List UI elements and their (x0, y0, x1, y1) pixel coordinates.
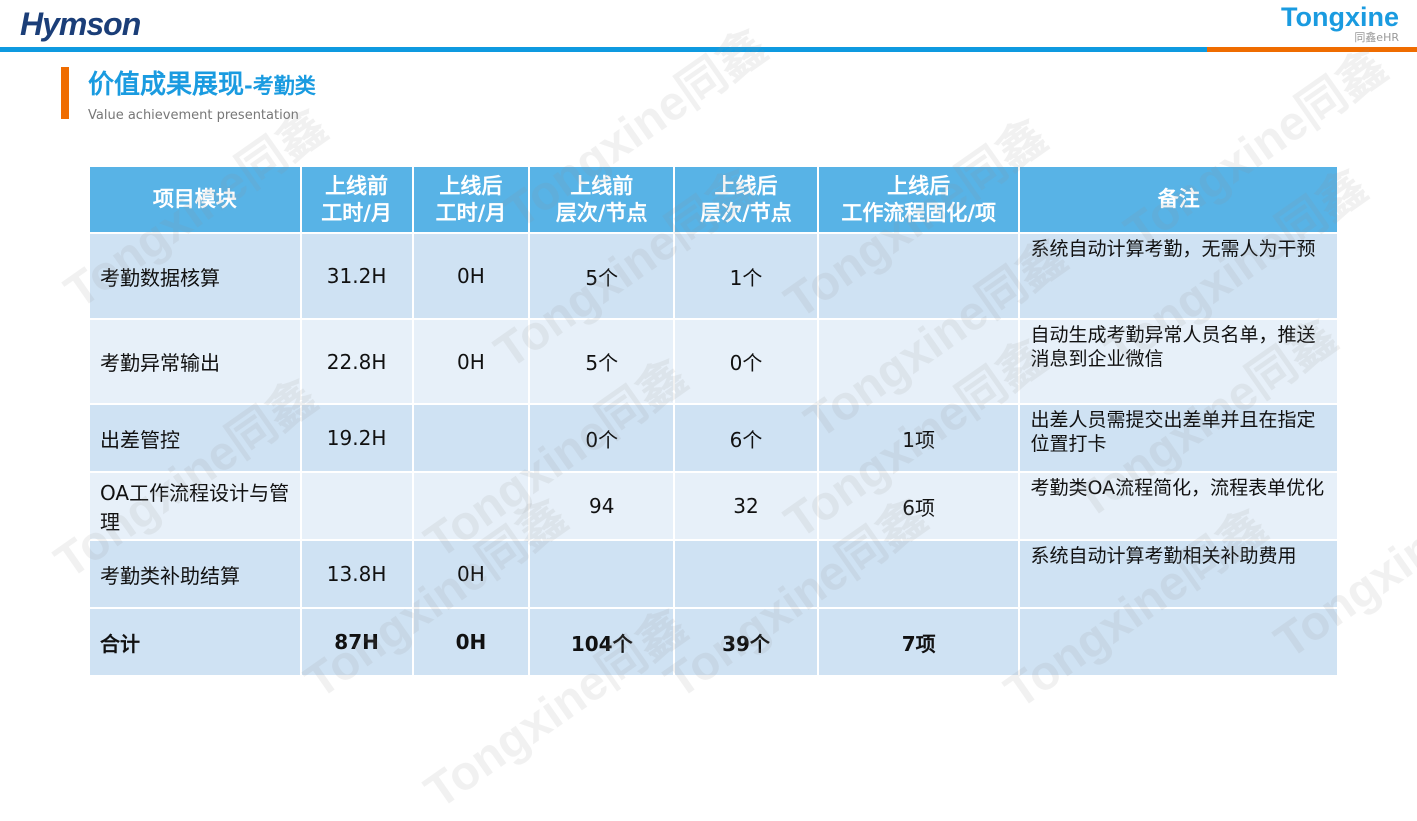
table-cell (528, 539, 676, 609)
table-cell: 考勤类补助结算 (88, 539, 302, 609)
table-cell (673, 539, 819, 609)
title-main: 价值成果展现 (88, 70, 245, 100)
table-cell: 0个 (528, 403, 676, 473)
table-cell: 32 (673, 471, 819, 541)
table-cell: 6个 (673, 403, 819, 473)
table-row: 考勤异常输出 22.8H 0H 5个 0个 自动生成考勤异常人员名单，推送消息到企业微信 (88, 318, 1339, 405)
table-cell: 0H (411, 539, 531, 609)
column-header: 项目模块 (88, 165, 302, 234)
table-cell: 104个 (528, 607, 676, 677)
table-cell: 22.8H (299, 318, 414, 405)
table-cell: 5个 (528, 232, 676, 320)
table-cell: 考勤数据核算 (88, 232, 302, 320)
table-cell: 0H (411, 607, 531, 677)
title-accent-bar (61, 67, 69, 119)
table-cell: OA工作流程设计与管理 (88, 471, 302, 541)
table-cell: 39个 (673, 607, 819, 677)
table-row: 考勤类补助结算 13.8H 0H 系统自动计算考勤相关补助费用 (88, 539, 1339, 609)
table-row: OA工作流程设计与管理 94 32 6项 考勤类OA流程简化，流程表单优化 (88, 471, 1339, 541)
table-cell (299, 471, 414, 541)
table-cell (816, 539, 1021, 609)
table-cell: 5个 (528, 318, 676, 405)
attendance-value-table: 项目模块 上线前 工时/月 上线后 工时/月 上线前 层次/节点 上线后 层次/节点 上线… (88, 165, 1339, 677)
table-row: 出差管控 19.2H 0个 6个 1项 出差人员需提交出差单并且在指定位置打卡 (88, 403, 1339, 473)
table-cell (411, 471, 531, 541)
table-cell: 1项 (816, 403, 1021, 473)
table-cell (816, 318, 1021, 405)
table-cell: 0个 (673, 318, 819, 405)
table-row: 考勤数据核算 31.2H 0H 5个 1个 系统自动计算考勤，无需人为干预 (88, 232, 1339, 320)
table-cell (411, 403, 531, 473)
table-cell: 13.8H (299, 539, 414, 609)
table-cell (816, 232, 1021, 320)
table-cell: 1个 (673, 232, 819, 320)
column-header: 上线前 工时/月 (299, 165, 414, 234)
table-cell: 考勤类OA流程简化，流程表单优化 (1018, 471, 1339, 541)
table-cell: 19.2H (299, 403, 414, 473)
page-title: 价值成果展现-考勤类 (88, 64, 316, 101)
column-header: 上线前 层次/节点 (528, 165, 676, 234)
hymson-logo: Hymson (20, 6, 141, 42)
table-cell: 考勤异常输出 (88, 318, 302, 405)
column-header: 备注 (1018, 165, 1339, 234)
page-subtitle: Value achievement presentation (88, 108, 299, 123)
tongxine-logo-text: Tongxine (1281, 2, 1399, 32)
table-cell: 87H (299, 607, 414, 677)
table-cell: 自动生成考勤异常人员名单，推送消息到企业微信 (1018, 318, 1339, 405)
table-cell: 0H (411, 318, 531, 405)
total-row: 合计 87H 0H 104个 39个 7项 (88, 607, 1339, 677)
table-cell: 系统自动计算考勤，无需人为干预 (1018, 232, 1339, 320)
column-header: 上线后 工作流程固化/项 (816, 165, 1021, 234)
title-suffix: -考勤类 (244, 74, 316, 98)
table-cell: 合计 (88, 607, 302, 677)
table-cell: 出差管控 (88, 403, 302, 473)
column-header: 上线后 工时/月 (411, 165, 531, 234)
header-divider-blue (0, 47, 1207, 52)
table-cell: 31.2H (299, 232, 414, 320)
table-cell: 出差人员需提交出差单并且在指定位置打卡 (1018, 403, 1339, 473)
column-header: 上线后 层次/节点 (673, 165, 819, 234)
tongxine-logo: Tongxine 同鑫eHR (1281, 2, 1399, 45)
header-divider-orange (1207, 47, 1417, 52)
table-cell: 系统自动计算考勤相关补助费用 (1018, 539, 1339, 609)
table-cell: 7项 (816, 607, 1021, 677)
table-cell: 0H (411, 232, 531, 320)
table-cell: 6项 (816, 471, 1021, 541)
table-cell (1018, 607, 1339, 677)
tongxine-logo-sub: 同鑫eHR (1354, 31, 1399, 44)
table-cell: 94 (528, 471, 676, 541)
